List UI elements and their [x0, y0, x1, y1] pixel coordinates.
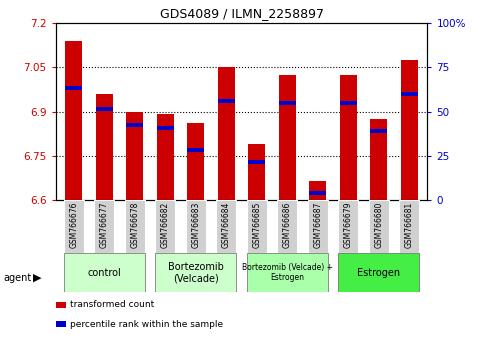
Bar — [279, 75, 296, 200]
Bar — [309, 191, 326, 195]
Text: GSM766687: GSM766687 — [313, 202, 322, 248]
Bar — [277, 200, 297, 253]
Bar — [369, 200, 389, 253]
Text: control: control — [87, 268, 121, 278]
Text: Bortezomib
(Velcade): Bortezomib (Velcade) — [168, 262, 224, 284]
Bar — [64, 253, 145, 292]
Bar — [66, 86, 82, 90]
Bar — [247, 200, 267, 253]
Text: percentile rank within the sample: percentile rank within the sample — [70, 320, 223, 329]
Text: GSM766685: GSM766685 — [252, 202, 261, 248]
Bar — [248, 144, 265, 200]
Bar — [338, 253, 419, 292]
Bar — [308, 200, 327, 253]
Bar — [186, 200, 206, 253]
Text: transformed count: transformed count — [70, 300, 154, 309]
Bar — [340, 101, 356, 105]
Bar — [399, 200, 419, 253]
Text: GSM766677: GSM766677 — [100, 202, 109, 248]
Bar — [340, 75, 356, 200]
Bar — [248, 160, 265, 164]
Text: GSM766683: GSM766683 — [191, 202, 200, 248]
Bar — [309, 181, 326, 200]
Text: ▶: ▶ — [33, 273, 42, 283]
Text: GSM766679: GSM766679 — [344, 202, 353, 248]
Bar — [338, 200, 358, 253]
Bar — [94, 200, 114, 253]
Bar — [279, 101, 296, 105]
Bar — [156, 253, 236, 292]
Bar — [401, 92, 417, 96]
Bar — [370, 119, 387, 200]
Bar — [401, 60, 417, 200]
Bar — [157, 114, 174, 200]
Bar — [187, 148, 204, 152]
Bar — [64, 200, 84, 253]
Bar — [127, 123, 143, 127]
Bar — [96, 107, 113, 110]
Bar — [66, 41, 82, 200]
Text: GSM766680: GSM766680 — [374, 202, 383, 248]
Text: GSM766678: GSM766678 — [130, 202, 139, 248]
Bar — [127, 112, 143, 200]
Text: GSM766684: GSM766684 — [222, 202, 231, 248]
Text: GSM766681: GSM766681 — [405, 202, 413, 248]
Bar — [187, 123, 204, 200]
Bar — [247, 253, 327, 292]
Title: GDS4089 / ILMN_2258897: GDS4089 / ILMN_2258897 — [159, 7, 324, 21]
Text: GSM766676: GSM766676 — [70, 202, 78, 248]
Bar — [216, 200, 236, 253]
Bar — [125, 200, 145, 253]
Text: GSM766682: GSM766682 — [161, 202, 170, 248]
Bar — [370, 129, 387, 133]
Bar — [218, 99, 235, 103]
Text: Estrogen: Estrogen — [357, 268, 400, 278]
Bar — [157, 126, 174, 130]
Bar — [96, 94, 113, 200]
Text: Bortezomib (Velcade) +
Estrogen: Bortezomib (Velcade) + Estrogen — [242, 263, 333, 282]
Bar — [156, 200, 175, 253]
Text: GSM766686: GSM766686 — [283, 202, 292, 248]
Text: agent: agent — [4, 273, 32, 283]
Bar — [218, 67, 235, 200]
